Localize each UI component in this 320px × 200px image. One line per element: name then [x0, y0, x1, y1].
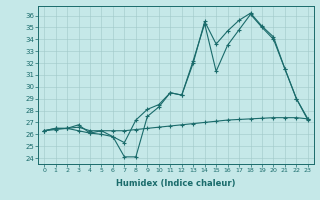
X-axis label: Humidex (Indice chaleur): Humidex (Indice chaleur): [116, 179, 236, 188]
